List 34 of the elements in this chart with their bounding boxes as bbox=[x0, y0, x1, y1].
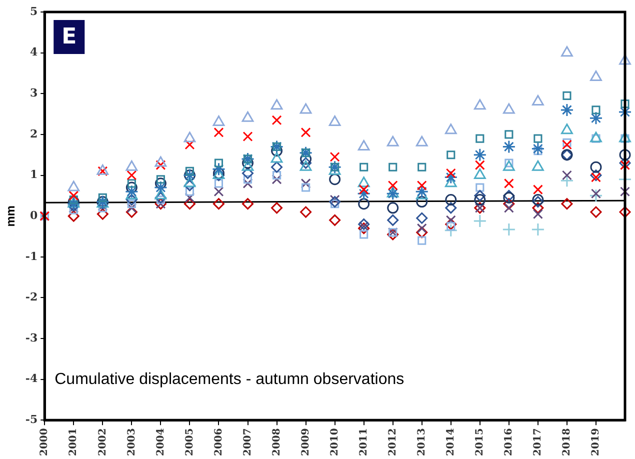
x-tick-label: 2010 bbox=[329, 428, 340, 456]
x-tick-label: 2015 bbox=[474, 428, 486, 456]
x-tick-label: 2001 bbox=[68, 428, 80, 456]
x-tick-label: 2006 bbox=[213, 428, 224, 456]
y-tick-label: 3 bbox=[30, 86, 38, 100]
x-tick-label: 2019 bbox=[590, 428, 602, 456]
x-tick-label: 2013 bbox=[416, 428, 428, 456]
x-tick-label: 2018 bbox=[562, 428, 573, 456]
y-tick-label: 0 bbox=[30, 208, 38, 222]
y-tick-label: 1 bbox=[30, 168, 38, 182]
y-tick-label: -5 bbox=[25, 413, 38, 426]
x-tick-label: 2017 bbox=[532, 428, 544, 456]
y-tick-label: 5 bbox=[30, 4, 38, 18]
y-tick-label: -1 bbox=[25, 250, 38, 263]
annotation: E bbox=[62, 24, 77, 50]
x-tick-label: 2014 bbox=[445, 428, 456, 456]
y-axis-title: mm bbox=[4, 205, 18, 227]
x-tick-label: 2000 bbox=[39, 428, 50, 456]
y-tick-label: 4 bbox=[30, 46, 38, 59]
x-tick-label: 2008 bbox=[271, 428, 282, 456]
y-tick-label: -4 bbox=[25, 372, 38, 386]
x-tick-label: 2011 bbox=[358, 428, 370, 456]
x-tick-label: 2007 bbox=[242, 428, 254, 456]
x-tick-label: 2009 bbox=[300, 428, 312, 456]
x-tick-label: 2002 bbox=[97, 428, 108, 456]
y-tick-label: 2 bbox=[30, 127, 38, 140]
annotation: Cumulative displacements - autumn observations bbox=[54, 370, 404, 388]
y-tick-label: -3 bbox=[25, 331, 38, 344]
x-tick-label: 2012 bbox=[387, 428, 398, 456]
x-tick-label: 2016 bbox=[504, 428, 515, 456]
y-tick-label: -2 bbox=[25, 290, 38, 304]
x-tick-label: 2004 bbox=[155, 428, 166, 456]
x-tick-label: 2005 bbox=[184, 428, 196, 456]
x-tick-label: 2003 bbox=[126, 428, 138, 456]
